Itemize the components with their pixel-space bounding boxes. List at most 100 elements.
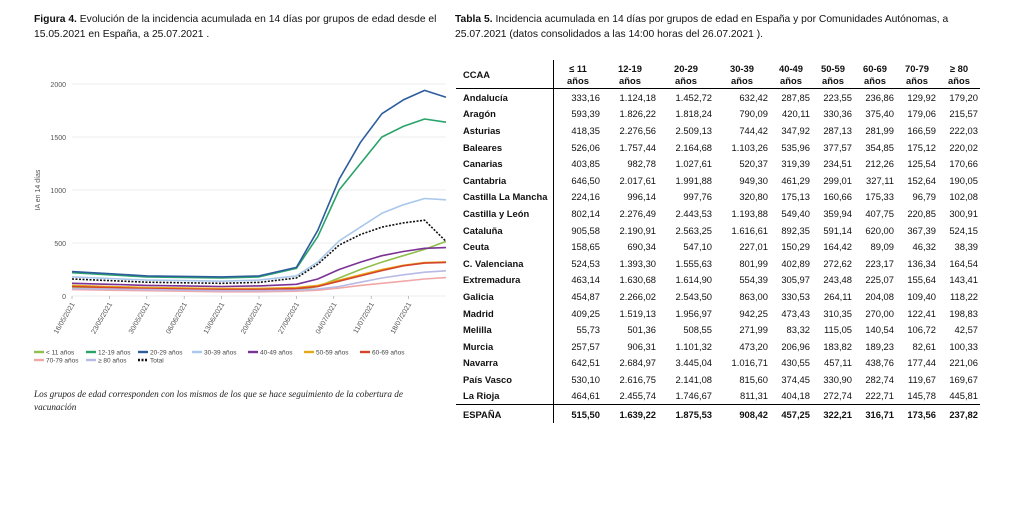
table-cell: 234,51 — [823, 158, 852, 170]
table-row: Madrid 409,25 1.519,13 1.956,97 942,25 473,43… — [456, 304, 980, 322]
table-cell: 790,09 — [739, 108, 768, 120]
table-row: Murcia 257,57 906,31 1.101,32 473,20 206,96 18… — [456, 337, 980, 355]
table-cell: 982,78 — [627, 158, 656, 170]
table-cell: 305,97 — [781, 274, 810, 286]
table-cell: 330,53 — [781, 290, 810, 302]
table-caption-text: Incidencia acumulada en 14 días por grup… — [455, 14, 949, 40]
header-age-range: 12-19 — [618, 63, 642, 74]
table-cell: 237,82 — [938, 404, 980, 424]
table-cell: 320,80 — [739, 191, 768, 203]
table-cell: 183,82 — [823, 340, 852, 352]
series-line — [71, 276, 447, 293]
legend-label: Total — [150, 358, 164, 365]
table-row: Navarra 642,51 2.684,97 3.445,04 1.016,71 430… — [456, 354, 980, 372]
table-cell: 524,53 — [553, 254, 602, 272]
legend-label: 30-39 años — [204, 350, 237, 357]
table-cell: 46,32 — [912, 241, 936, 253]
table-cell: 102,08 — [949, 191, 978, 203]
table-cell: 175,13 — [781, 191, 810, 203]
table-cell: 1.746,67 — [675, 390, 713, 402]
row-region-name: Cantabria — [463, 174, 507, 186]
header-age-group: ≤ 11 años — [553, 60, 602, 89]
table-cell: 1.016,71 — [731, 357, 769, 369]
table-row: País Vasco 530,10 2.616,75 2.141,08 815,60 37… — [456, 371, 980, 388]
row-region-name: Andalucía — [463, 91, 508, 103]
x-tick-label: 18/07/2021 — [390, 301, 414, 335]
table-cell: 1.103,26 — [731, 141, 769, 153]
header-age-range: 40-49 — [779, 63, 803, 74]
x-tick-label: 16/05/2021 — [53, 301, 77, 335]
x-tick-label: 13/06/2021 — [203, 301, 227, 335]
row-region-name: Madrid — [463, 307, 494, 319]
table-row: Cantabria 646,50 2.017,61 1.991,88 949,30 461… — [456, 171, 980, 189]
table-cell: 744,42 — [739, 124, 768, 136]
x-tick-label: 27/06/2021 — [278, 301, 302, 335]
series-line — [71, 89, 447, 278]
table-cell: 136,34 — [907, 257, 936, 269]
table-cell: 473,43 — [781, 307, 810, 319]
table-row: Melilla 55,73 501,36 508,55 271,99 83,32 115,0… — [456, 321, 980, 338]
table-row: Baleares 526,06 1.757,44 2.164,68 1.103,26 53… — [456, 138, 980, 156]
table-cell: 198,83 — [949, 307, 978, 319]
table-cell: 457,25 — [770, 404, 812, 424]
row-region-name: País Vasco — [463, 373, 512, 385]
table-cell: 2.563,25 — [675, 224, 713, 236]
table-cell: 1.818,24 — [675, 108, 713, 120]
header-age-group: 70-79 años — [896, 60, 938, 89]
header-age-range: ≥ 80 — [949, 63, 969, 74]
y-tick-label: 0 — [62, 294, 66, 301]
table-cell: 464,61 — [553, 387, 602, 405]
table-cell: 150,29 — [781, 241, 810, 253]
table-cell: 1.639,22 — [602, 404, 658, 424]
row-region-name: Asturias — [463, 124, 501, 136]
table-cell: 222,03 — [949, 124, 978, 136]
table-cell: 690,34 — [627, 241, 656, 253]
table-cell: 212,26 — [865, 158, 894, 170]
header-age-unit: años — [864, 74, 886, 86]
table-cell: 377,57 — [823, 141, 852, 153]
table-cell: 115,05 — [824, 324, 852, 336]
incidence-table: CCAA ≤ 11 años 12-19 años 20-29 años 30-39 años… — [456, 60, 980, 424]
table-cell: 83,32 — [786, 324, 810, 336]
table-cell: 375,40 — [865, 108, 894, 120]
table-cell: 1.956,97 — [675, 307, 713, 319]
table-cell: 997,76 — [683, 191, 712, 203]
table-cell: 403,85 — [553, 155, 602, 172]
table-row: Asturias 418,35 2.276,56 2.509,13 744,42 347,… — [456, 122, 980, 139]
table-row: La Rioja 464,61 2.455,74 1.746,67 811,31 404,… — [456, 387, 980, 405]
row-region-name: Cataluña — [463, 224, 503, 236]
table-cell: 1.614,90 — [675, 274, 713, 286]
table-cell: 547,10 — [683, 241, 712, 253]
header-age-group: 30-39 años — [714, 60, 770, 89]
legend-label: < 11 años — [46, 350, 75, 357]
table-row: Aragón 593,39 1.826,22 1.818,24 790,09 420,11… — [456, 105, 980, 123]
table-cell: 2.543,50 — [675, 290, 713, 302]
row-region-name: ESPAÑA — [456, 404, 554, 424]
table-cell: 158,65 — [553, 238, 602, 255]
series-line — [71, 240, 447, 292]
row-region-name: Canarias — [463, 158, 503, 170]
table-cell: 143,41 — [949, 274, 978, 286]
table-cell: 2.455,74 — [619, 390, 657, 402]
table-cell: 374,45 — [781, 373, 810, 385]
figure-label: Figura 4. — [34, 14, 77, 25]
table-cell: 2.017,61 — [619, 174, 657, 186]
table-cell: 402,89 — [781, 257, 810, 269]
table-cell: 164,54 — [949, 257, 978, 269]
y-tick-label: 1000 — [50, 188, 66, 195]
table-row: Extremadura 463,14 1.630,68 1.614,90 554,39 3… — [456, 271, 980, 289]
x-tick-label: 11/07/2021 — [353, 301, 376, 334]
table-cell: 175,12 — [907, 141, 936, 153]
table-cell: 815,60 — [739, 373, 768, 385]
table-cell: 152,64 — [907, 174, 936, 186]
table-cell: 1.193,88 — [731, 207, 769, 219]
table-cell: 236,86 — [865, 91, 894, 103]
table-cell: 463,14 — [553, 271, 602, 289]
table-cell: 501,36 — [627, 324, 656, 336]
table-cell: 508,55 — [683, 324, 712, 336]
legend-label: 40-49 años — [260, 350, 293, 357]
table-cell: 227,01 — [739, 241, 768, 253]
y-axis-label: IA en 14 días — [35, 169, 42, 210]
table-cell: 316,71 — [854, 404, 896, 424]
table-cell: 409,25 — [553, 304, 602, 322]
